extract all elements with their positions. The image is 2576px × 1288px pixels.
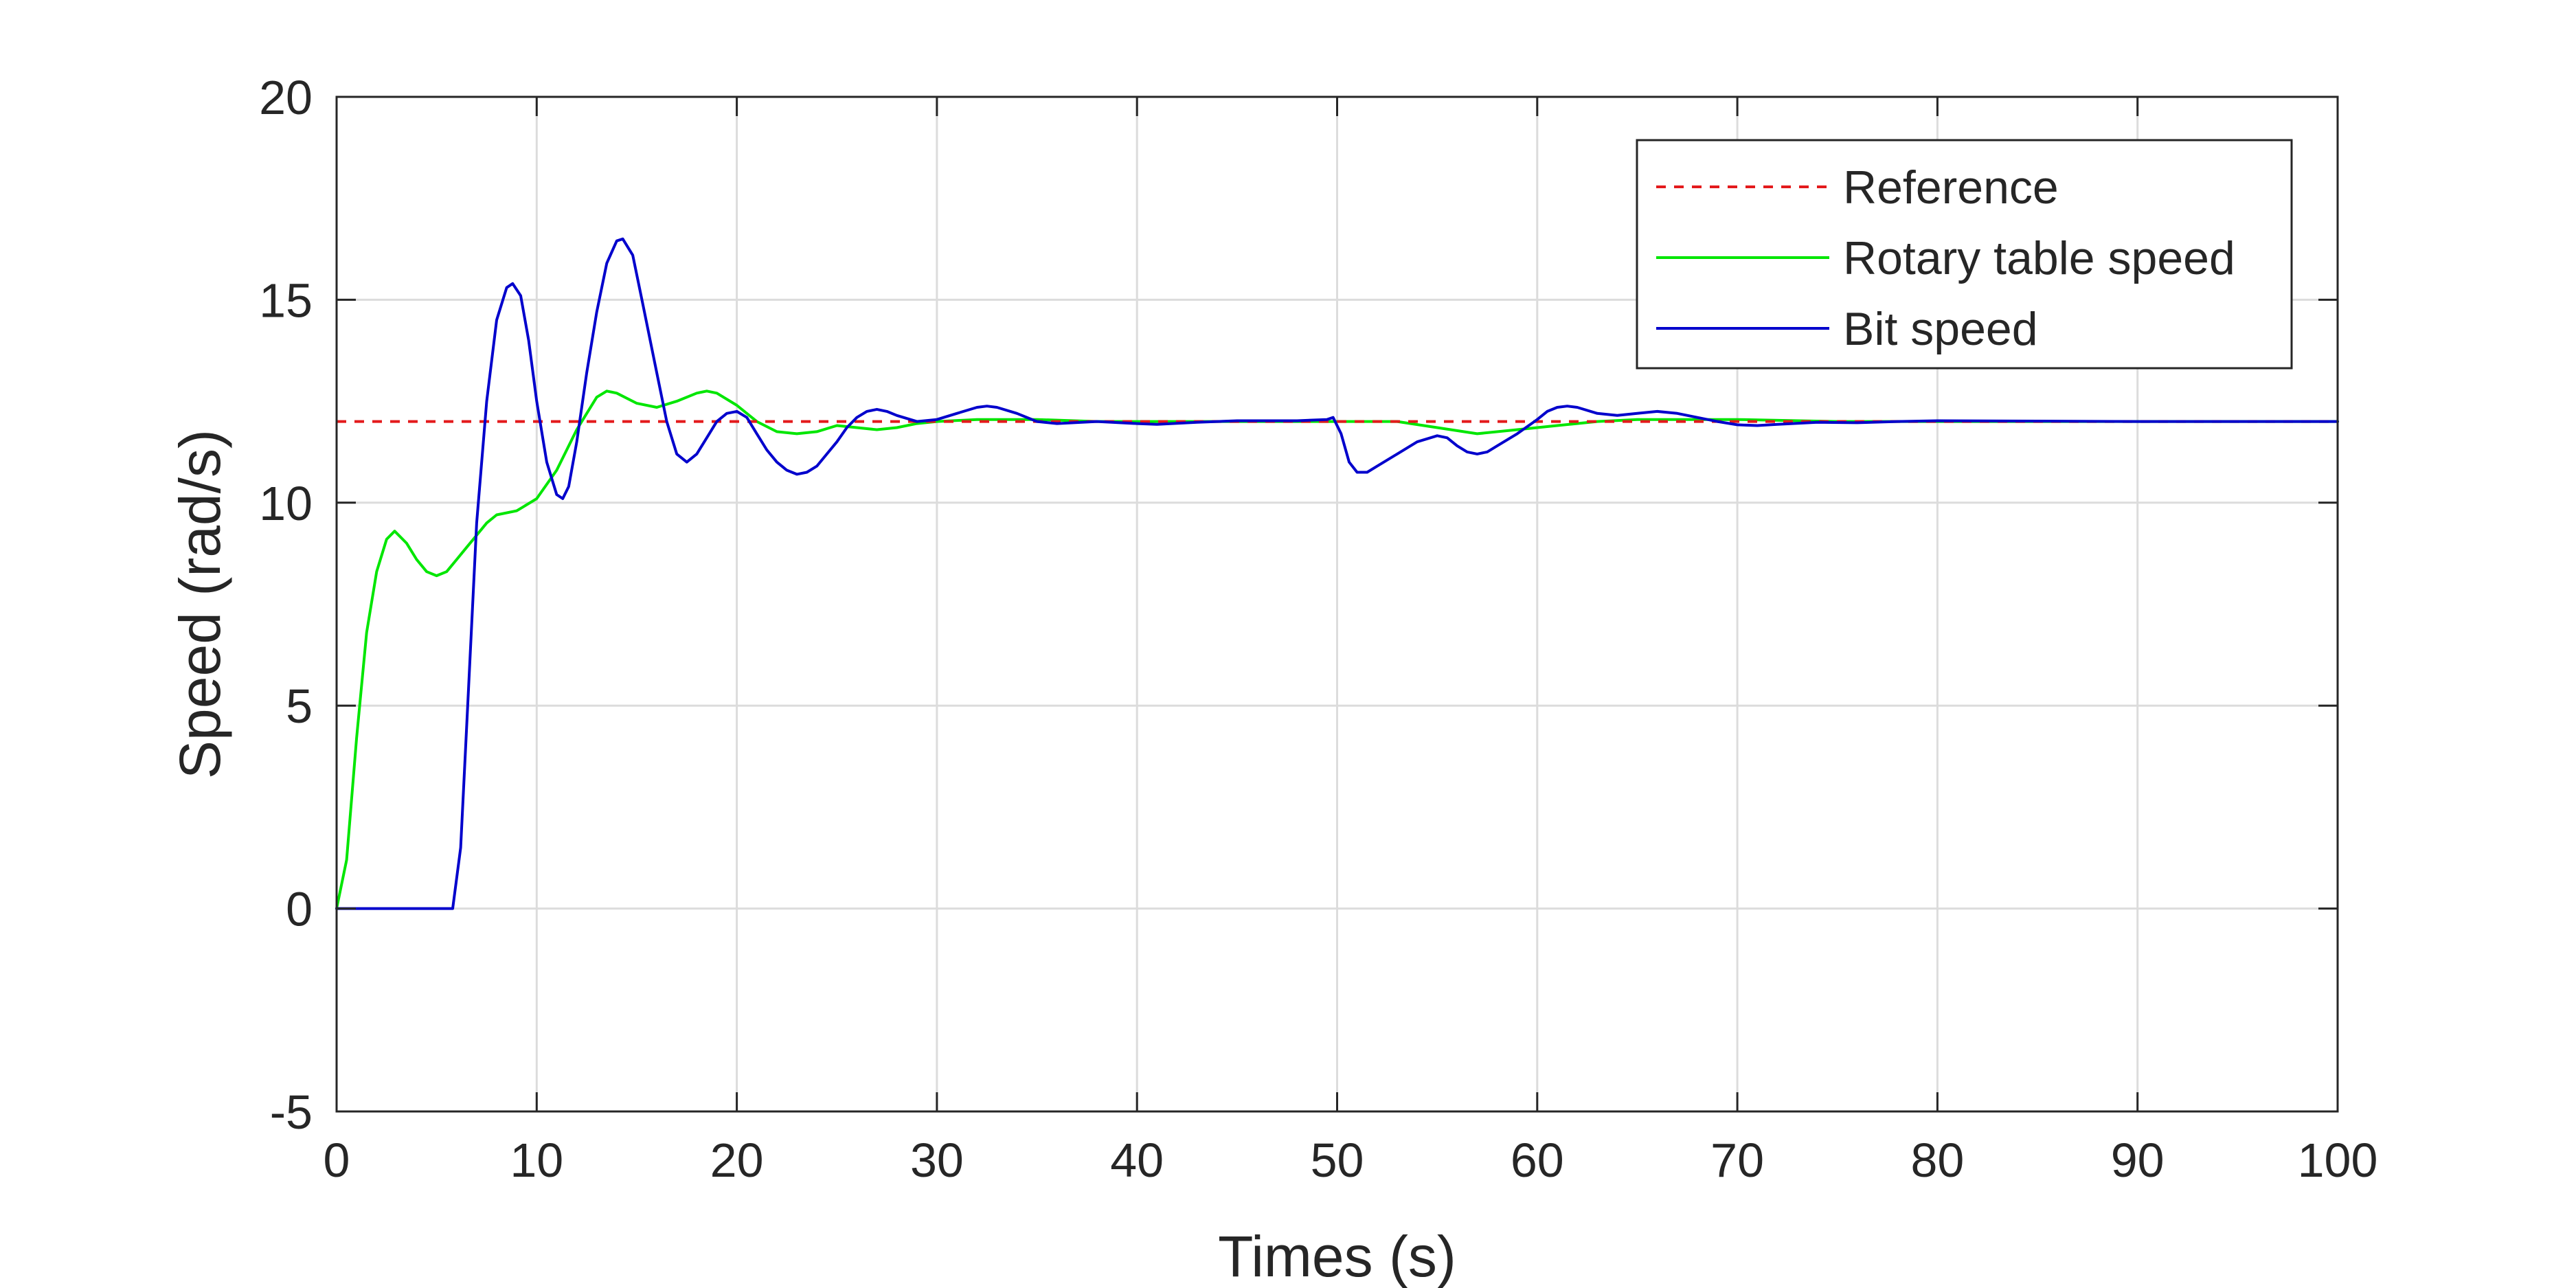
legend-label: Bit speed	[1843, 303, 2038, 355]
x-tick-label: 90	[2111, 1133, 2165, 1187]
legend-box	[1636, 139, 2293, 370]
legend: Reference Rotary table speed Bit speed	[1636, 139, 2293, 370]
plot-series	[335, 237, 2339, 910]
y-tick-label: 20	[259, 71, 313, 124]
legend-label: Reference	[1843, 161, 2059, 214]
x-axis-label: Times (s)	[1218, 1224, 1456, 1288]
x-tick-label: 40	[1110, 1133, 1164, 1187]
series-line-rotary-table-speed	[335, 389, 2339, 910]
y-tick-label: 15	[259, 273, 313, 327]
x-tick-label: 0	[324, 1133, 350, 1187]
axis-ticks	[335, 95, 2339, 1113]
x-tick-label: 100	[2298, 1133, 2378, 1187]
x-tick-label: 30	[910, 1133, 964, 1187]
y-tick-label: 10	[259, 477, 313, 530]
x-tick-label: 50	[1311, 1133, 1364, 1187]
series-line-bit-speed	[335, 237, 2339, 910]
y-tick-label: -5	[270, 1085, 313, 1139]
legend-label: Rotary table speed	[1843, 232, 2235, 284]
x-tick-label: 60	[1511, 1133, 1564, 1187]
x-tick-label: 70	[1710, 1133, 1764, 1187]
x-tick-label: 20	[710, 1133, 764, 1187]
y-tick-label: 5	[286, 679, 313, 733]
x-tick-label: 80	[1910, 1133, 1964, 1187]
y-tick-label: 0	[286, 883, 313, 936]
x-tick-label: 10	[510, 1133, 563, 1187]
y-axis-label: Speed (rad/s)	[168, 429, 232, 779]
